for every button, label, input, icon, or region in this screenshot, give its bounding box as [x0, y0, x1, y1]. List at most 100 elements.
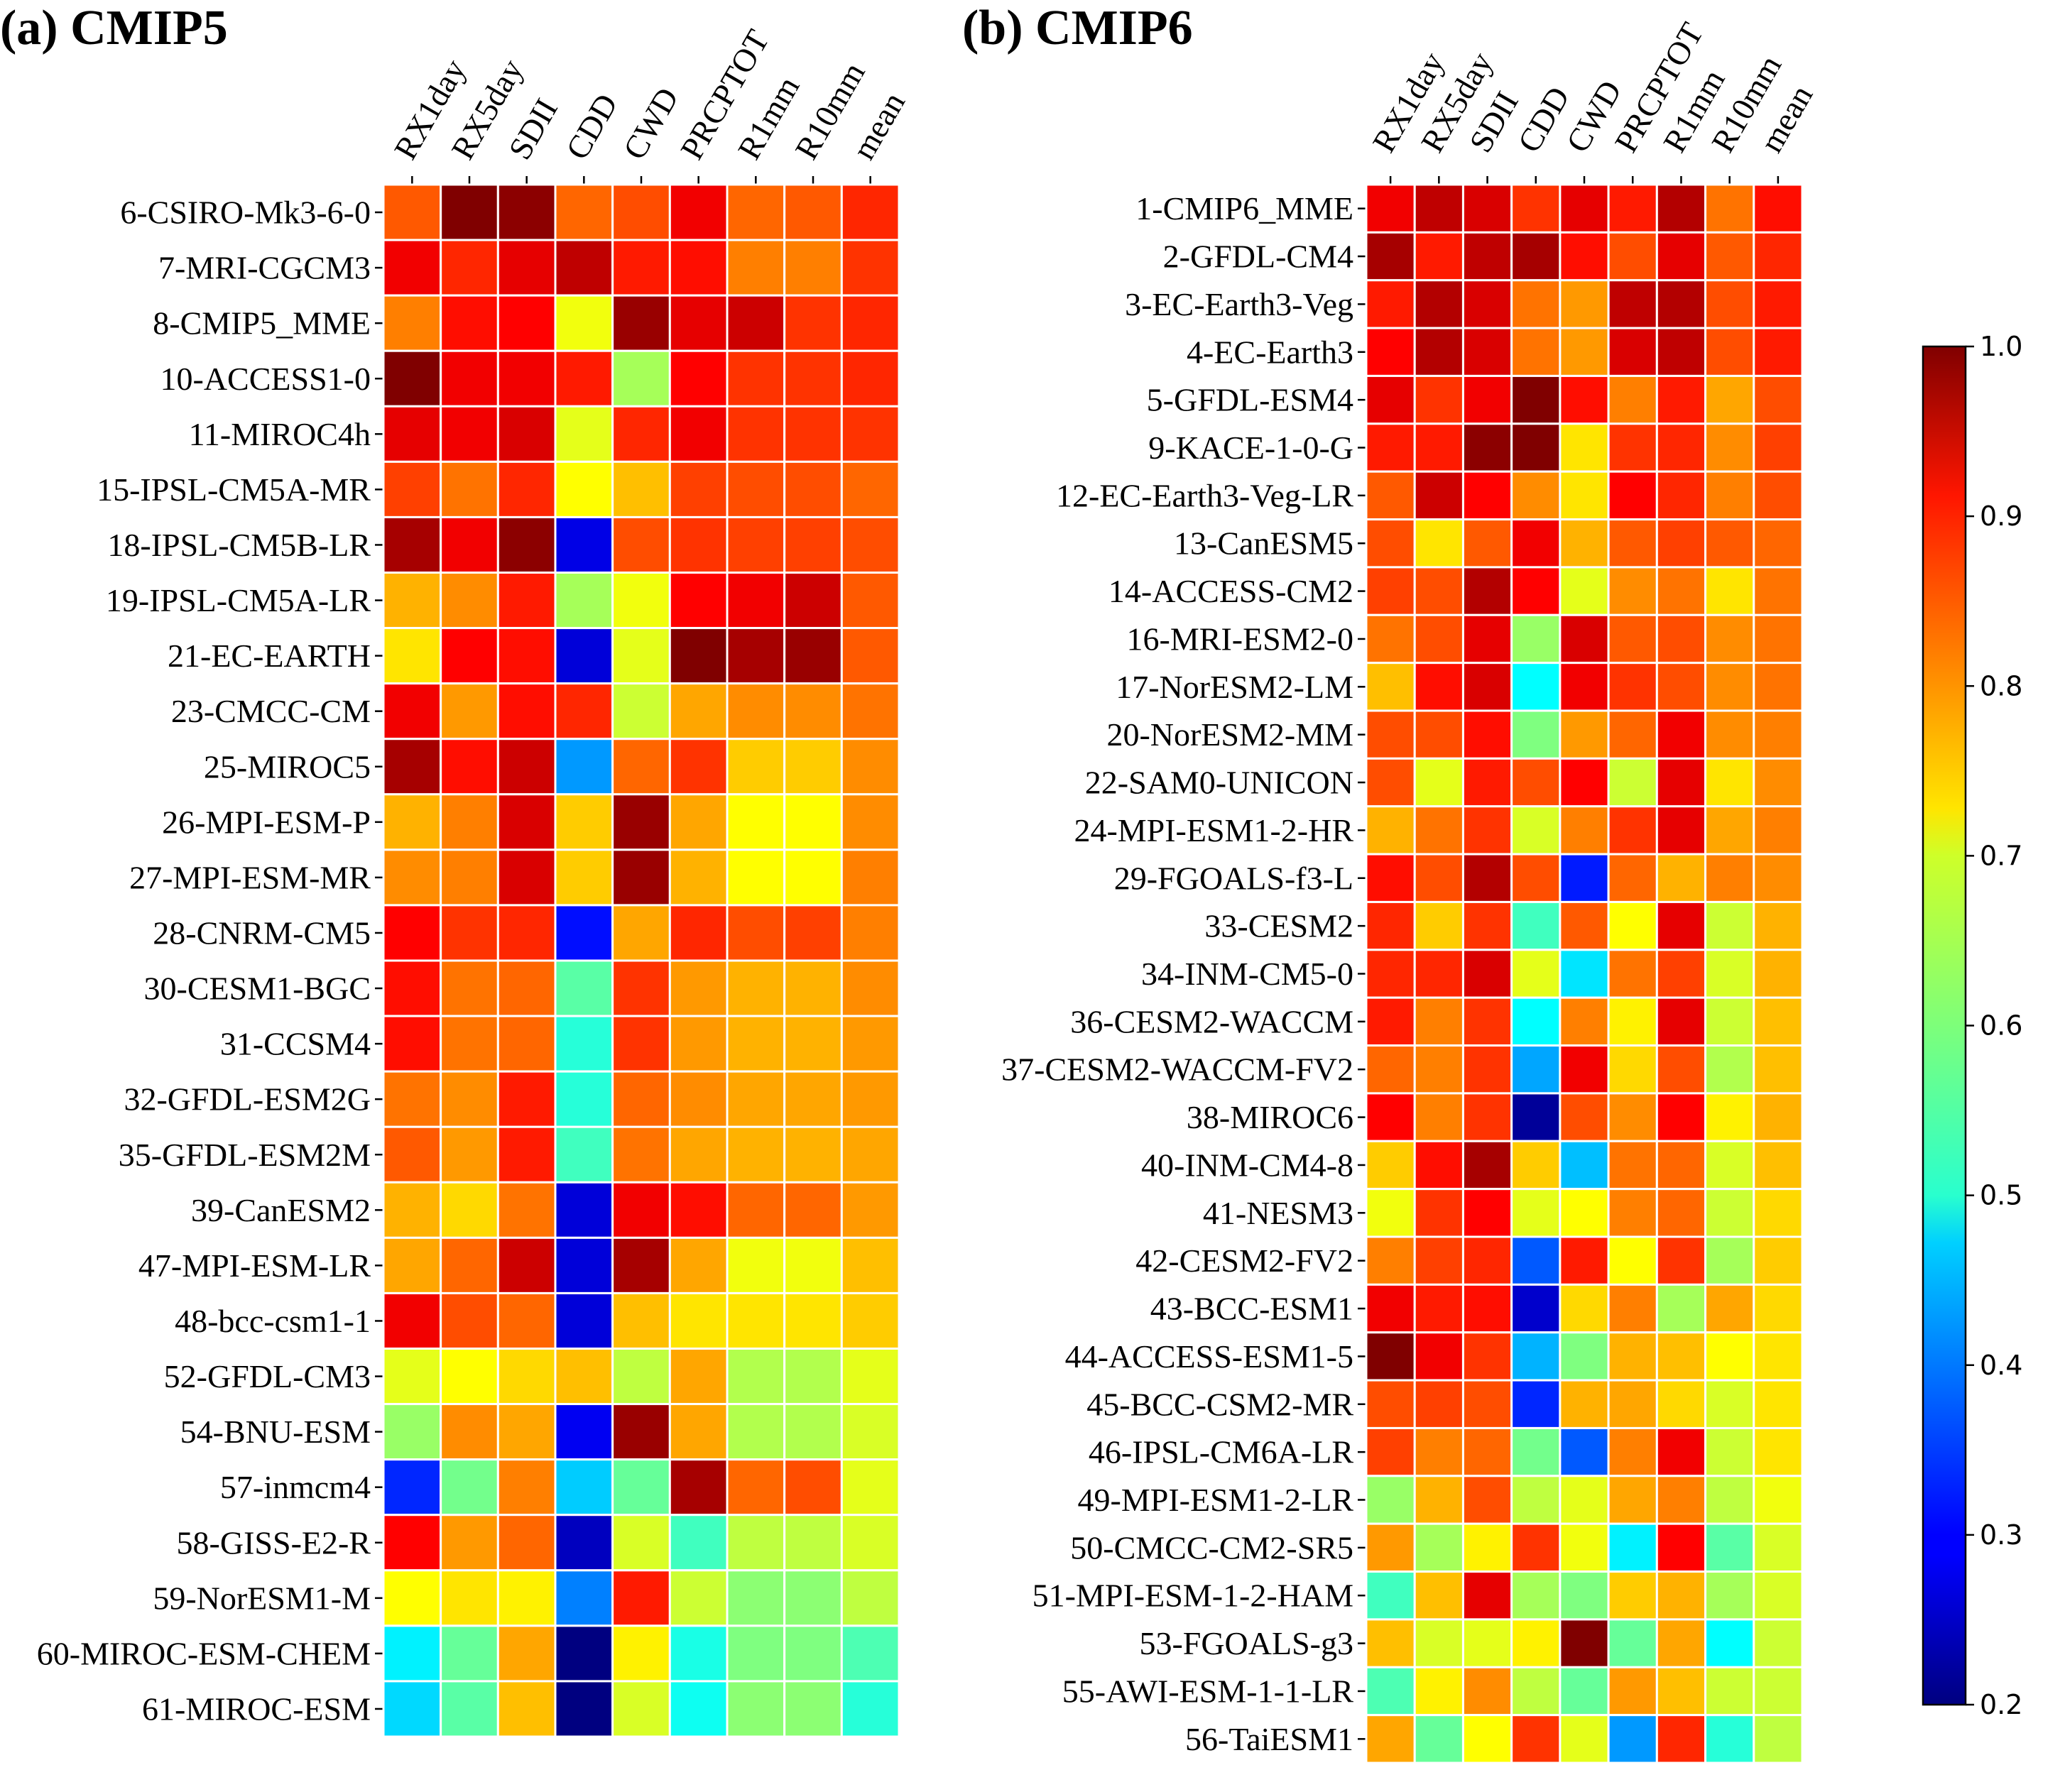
colorbar-tick-label: 0.6: [1980, 1010, 2022, 1042]
heatmap-cell: [1607, 805, 1658, 856]
heatmap-cell: [554, 1458, 614, 1517]
heatmap-cell: [496, 1514, 557, 1572]
heatmap-cell: [1655, 1618, 1707, 1668]
heatmap-cell: [1607, 949, 1658, 999]
heatmap-cell: [1365, 1570, 1416, 1621]
heatmap-cell: [1413, 900, 1464, 951]
heatmap-cell: [1607, 757, 1658, 808]
heatmap-cell: [1510, 853, 1562, 903]
heatmap-cell: [611, 1624, 671, 1683]
heatmap-cell: [1753, 853, 1804, 903]
row-label: 61-MIROC-ESM: [142, 1690, 371, 1727]
heatmap-cell: [1607, 1140, 1658, 1191]
heatmap-cell: [496, 848, 557, 907]
heatmap-cell: [783, 627, 843, 685]
heatmap-cell: [783, 1070, 843, 1128]
heatmap-cell: [726, 405, 786, 463]
heatmap-cell: [1607, 1379, 1658, 1429]
heatmap-cell: [1704, 422, 1755, 473]
heatmap-cell: [1607, 1188, 1658, 1238]
heatmap-cell: [1510, 1092, 1562, 1142]
heatmap-cell: [496, 1569, 557, 1627]
heatmap-cell: [1365, 1140, 1416, 1191]
heatmap-cell: [1413, 1331, 1464, 1382]
heatmap-cell: [382, 1458, 442, 1517]
row-label: 30-CESM1-BGC: [144, 971, 371, 1007]
heatmap-cell: [1753, 1714, 1804, 1764]
colorbar: 0.2 0.3 0.4 0.5 0.6 0.7 0.8 0.9 1.0: [1922, 331, 2022, 1720]
heatmap-cell: [1704, 1618, 1755, 1668]
heatmap-cell: [840, 1458, 900, 1517]
heatmap-cell: [1655, 566, 1707, 616]
heatmap-cell: [840, 294, 900, 352]
heatmap-cell: [554, 682, 614, 741]
heatmap-cell: [1704, 327, 1755, 377]
heatmap-cell: [440, 904, 499, 962]
heatmap-cell: [783, 848, 843, 907]
heatmap-cell: [440, 1125, 499, 1184]
row-label: 53-FGOALS-g3: [1139, 1625, 1353, 1661]
heatmap-cell: [783, 1569, 843, 1627]
heatmap-cell: [496, 1236, 557, 1294]
row-label: 16-MRI-ESM2-0: [1127, 621, 1353, 657]
heatmap-cell: [1704, 1092, 1755, 1142]
row-label: 18-IPSL-CM5B-LR: [107, 527, 371, 563]
heatmap-cell: [1365, 1618, 1416, 1668]
heatmap-cell: [1413, 1475, 1464, 1525]
heatmap-cell: [1510, 900, 1562, 951]
heatmap-cell: [1559, 327, 1610, 377]
heatmap-cell: [382, 627, 442, 685]
heatmap-cell: [1510, 949, 1562, 999]
heatmap-cell: [1607, 470, 1658, 521]
heatmap-cell: [1413, 470, 1464, 521]
heatmap-cell: [440, 572, 499, 630]
heatmap-cell: [496, 183, 557, 241]
heatmap-cell: [1413, 949, 1464, 999]
heatmap-cell: [1607, 1714, 1658, 1764]
heatmap-cell: [1413, 805, 1464, 856]
heatmap-cell: [554, 1680, 614, 1738]
heatmap-cell: [1365, 1092, 1416, 1142]
heatmap-cell: [1461, 1188, 1513, 1238]
heatmap-cell: [1559, 422, 1610, 473]
row-label: 19-IPSL-CM5A-LR: [106, 582, 371, 618]
heatmap-cell: [840, 1514, 900, 1572]
heatmap-cell: [1559, 231, 1610, 282]
heatmap-cell: [668, 1458, 729, 1517]
heatmap-cell: [1413, 518, 1464, 569]
heatmap-cell: [1704, 1666, 1755, 1717]
heatmap-cell: [1413, 422, 1464, 473]
heatmap-cell: [668, 405, 729, 463]
heatmap-cell: [1510, 1235, 1562, 1286]
heatmap-cell: [840, 1015, 900, 1073]
heatmap-cell: [440, 1291, 499, 1350]
heatmap-cell: [382, 738, 442, 796]
row-label: 25-MIROC5: [204, 748, 371, 785]
row-label: 44-ACCESS-ESM1-5: [1065, 1338, 1353, 1375]
heatmap-cell: [1365, 853, 1416, 903]
heatmap-cell: [1510, 1426, 1562, 1477]
heatmap-cell: [1607, 613, 1658, 665]
row-label: 3-EC-Earth3-Veg: [1125, 286, 1353, 322]
colorbar-tick-label: 0.3: [1980, 1519, 2022, 1551]
heatmap-cell: [1365, 279, 1416, 329]
row-label: 24-MPI-ESM1-2-HR: [1074, 812, 1353, 848]
heatmap-cell: [1753, 757, 1804, 808]
row-label: 41-NESM3: [1203, 1195, 1353, 1231]
heatmap-cell: [1365, 1188, 1416, 1238]
heatmap-cell: [382, 349, 442, 408]
heatmap-cell: [1365, 1666, 1416, 1717]
heatmap-cell: [611, 460, 671, 518]
heatmap-cell: [1607, 422, 1658, 473]
heatmap-cell: [496, 1348, 557, 1406]
heatmap-cell: [1510, 1522, 1562, 1573]
heatmap-cell: [382, 460, 442, 518]
heatmap-cell: [382, 405, 442, 463]
heatmap-cell: [1461, 805, 1513, 856]
heatmap-cell: [1704, 709, 1755, 760]
heatmap-cell: [1704, 518, 1755, 569]
heatmap-cell: [1704, 805, 1755, 856]
heatmap-cell: [1510, 327, 1562, 377]
heatmap-cell: [1655, 1570, 1707, 1621]
heatmap-cell: [726, 1680, 786, 1738]
